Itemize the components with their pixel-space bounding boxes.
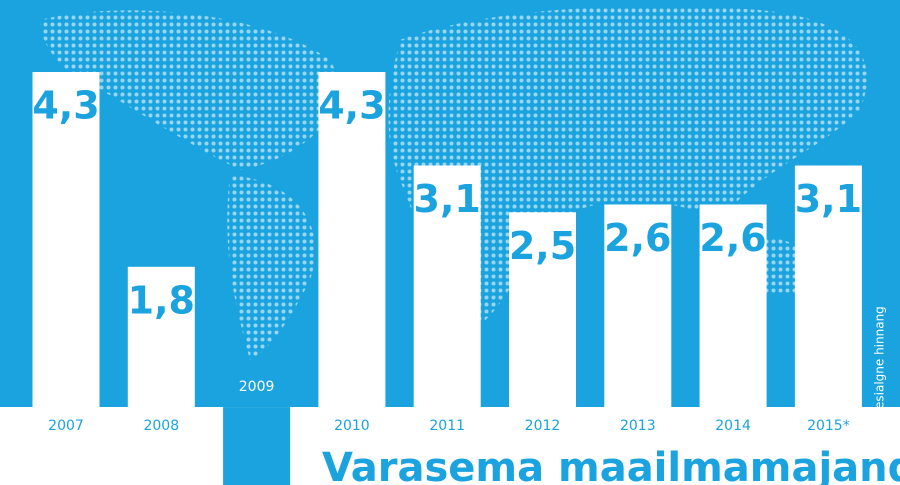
x-tick-label: 2010 bbox=[334, 418, 370, 434]
bar bbox=[509, 212, 576, 408]
chart-title: Varasema maailmamajandus bbox=[322, 445, 900, 485]
x-tick-label: 2009 bbox=[239, 379, 275, 395]
value-label: 3,1 bbox=[795, 177, 862, 221]
value-label: 4,3 bbox=[32, 84, 99, 128]
value-label: 4,3 bbox=[318, 84, 385, 128]
value-label: 2,5 bbox=[509, 224, 576, 268]
bar bbox=[127, 266, 195, 408]
x-tick-label: 2014 bbox=[715, 418, 751, 434]
bar bbox=[699, 204, 767, 408]
x-tick-label: 2013 bbox=[620, 418, 656, 434]
value-label: 2,6 bbox=[604, 216, 671, 260]
value-label: 1,8 bbox=[128, 278, 195, 322]
value-label: 3,1 bbox=[414, 177, 481, 221]
x-tick-label: 2007 bbox=[48, 418, 84, 434]
baseline-band bbox=[0, 407, 900, 485]
bar bbox=[223, 407, 291, 485]
x-tick-label: 2015* bbox=[807, 418, 850, 434]
x-tick-label: 2012 bbox=[525, 418, 561, 434]
value-label: 2,6 bbox=[699, 216, 766, 260]
bar bbox=[604, 204, 672, 408]
bar bbox=[413, 165, 481, 408]
bar bbox=[32, 72, 100, 408]
x-tick-label: 2011 bbox=[429, 418, 465, 434]
world-map bbox=[40, 6, 867, 360]
footnote: *esialgne hinnang bbox=[873, 306, 887, 415]
bar bbox=[318, 72, 386, 408]
x-tick-label: 2008 bbox=[143, 418, 179, 434]
bar bbox=[794, 165, 862, 408]
